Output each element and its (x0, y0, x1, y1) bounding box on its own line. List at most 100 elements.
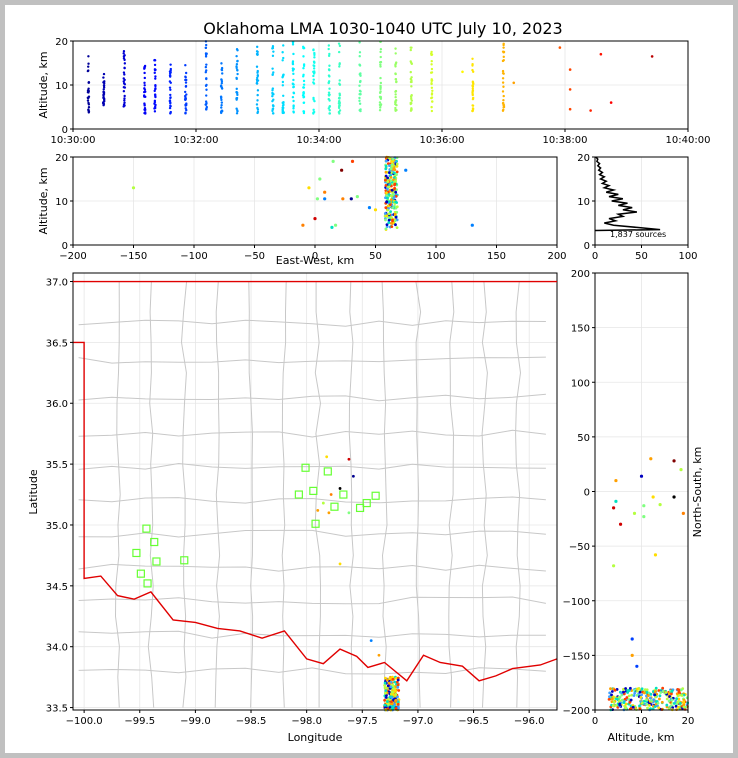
p5-cluster-source (675, 697, 679, 700)
p5-cluster-source (633, 691, 637, 695)
p4-cluster-source (396, 678, 400, 682)
p2-cluster-source (385, 191, 388, 195)
p5-cluster-source (622, 688, 625, 691)
y-tick-label: 0 (584, 241, 590, 252)
p1-source (291, 60, 295, 63)
p5-cluster-source (645, 688, 649, 692)
p1-source (235, 91, 239, 95)
p1-source (87, 55, 90, 58)
y-tick-label: 20 (55, 153, 68, 164)
p1-source (184, 81, 188, 84)
p1-source (358, 80, 362, 84)
county-boundary (448, 281, 455, 708)
p1-source (410, 85, 413, 88)
p1-source (502, 103, 506, 107)
p1-source (220, 86, 224, 89)
p1-source (153, 58, 156, 62)
p2-cluster-source (388, 183, 392, 186)
p2-cluster-source (388, 203, 392, 207)
p4-xlabel: Longitude (288, 731, 343, 744)
x-tick-label: 10:36:00 (420, 135, 465, 146)
p5-source (630, 653, 634, 657)
p1-source (395, 103, 398, 107)
p1-source (122, 89, 126, 93)
p4-source (321, 501, 325, 505)
p1-source (282, 56, 285, 60)
p1-source (328, 68, 331, 72)
p2-source (330, 225, 334, 229)
p1-source (205, 77, 208, 80)
p1-source (502, 55, 505, 59)
p1-source (430, 79, 434, 82)
p1-source (87, 81, 91, 84)
p1-ticks: 10:30:00 10:32:00 10:34:00 10:36:00 10:38:00… (51, 37, 711, 146)
state-boundary-line (73, 341, 558, 682)
p1-source (312, 108, 315, 112)
y-tick-label: −200 (563, 706, 590, 717)
p1-source (256, 71, 259, 74)
p1-source (337, 96, 341, 100)
p2-source (341, 197, 345, 201)
p5-source (681, 511, 685, 515)
p2-cluster-source (386, 196, 389, 200)
p1-source (291, 41, 295, 44)
p4-cluster-source (396, 702, 400, 706)
p1-source (205, 83, 208, 87)
p1-source (184, 112, 187, 115)
p1-source (302, 46, 306, 50)
p4-cluster-source (387, 702, 390, 706)
y-tick-label: 10 (55, 81, 68, 92)
p1-source (143, 81, 146, 85)
x-tick-label: −99.5 (124, 716, 155, 727)
p1-source (271, 44, 275, 48)
p1-source (430, 53, 433, 57)
p1-source (143, 66, 146, 70)
county-boundary (415, 281, 422, 708)
p1-source (204, 43, 208, 47)
p1-source (430, 109, 434, 113)
p2-cluster-source (386, 180, 390, 184)
p5-cluster-source (670, 689, 674, 693)
p1-source (235, 63, 239, 66)
p1-source (281, 76, 284, 79)
x-tick-label: 10:30:00 (51, 135, 96, 146)
p1-source (328, 112, 332, 115)
p5-source (630, 637, 634, 641)
p1-source (87, 65, 90, 68)
p1-source (168, 99, 172, 102)
p2-source (350, 159, 355, 163)
p1-source (410, 62, 414, 66)
p1-source (589, 109, 592, 112)
p5-cluster-source (678, 701, 682, 705)
p1-source (153, 71, 156, 75)
p5-cluster-source (682, 705, 686, 709)
p1-source (313, 56, 316, 59)
p1-source (169, 102, 172, 105)
p2-cluster-source (384, 159, 388, 163)
p1-source (395, 80, 398, 84)
p1-source (292, 72, 295, 76)
p1-source (338, 103, 341, 107)
p4-cluster-source (393, 703, 397, 706)
p5-cluster-source (636, 689, 639, 693)
x-tick-label: 100 (678, 251, 697, 262)
p5-cluster-source (645, 698, 649, 702)
x-tick-label: 20 (682, 716, 695, 727)
p1-source (204, 100, 208, 103)
p1-source (312, 70, 315, 74)
p1-source (609, 101, 613, 104)
p1-source (313, 53, 316, 57)
p5-cluster-source (650, 699, 653, 703)
p1-source (256, 89, 260, 92)
x-tick-label: 200 (547, 251, 566, 262)
p1-source (327, 47, 330, 51)
p5-cluster-source (652, 698, 656, 702)
p1-source (169, 67, 173, 71)
p1-source (184, 64, 187, 67)
p1-source (86, 90, 90, 94)
p1-source (409, 102, 412, 106)
p1-source (143, 106, 147, 110)
x-tick-label: 10:32:00 (174, 135, 219, 146)
p4-cluster-source (389, 685, 393, 689)
p2-source (331, 159, 335, 163)
